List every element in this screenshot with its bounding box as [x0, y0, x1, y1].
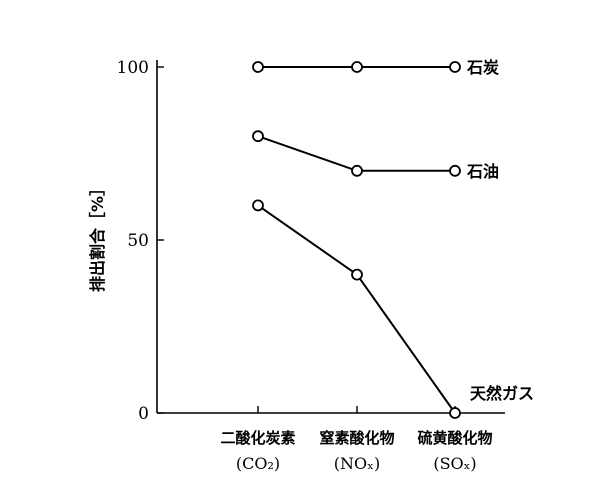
data-point-s0-1: [351, 61, 363, 73]
x-tick-formula-0: (CO₂): [236, 454, 280, 473]
data-point-s0-2: [449, 61, 461, 73]
series-label-1: 石油: [466, 162, 499, 181]
x-tick-formula-2: (SOₓ): [433, 454, 476, 473]
y-axis-label: 排出割合［%］: [88, 180, 107, 292]
data-point-s2-2: [449, 407, 461, 419]
x-tick-label-0: 二酸化炭素: [220, 429, 295, 447]
series-line-2: [257, 204, 456, 414]
data-point-s2-0: [252, 199, 264, 212]
x-tick-formula-1: (NOₓ): [334, 454, 380, 473]
y-ticks: 0 50 100: [117, 58, 164, 424]
x-ticks: 二酸化炭素 (CO₂) 窒素酸化物 (NOₓ) 硫黄酸化物 (SOₓ): [220, 406, 493, 473]
series-label-0: 石炭: [466, 58, 499, 77]
data-point-s1-1: [351, 164, 363, 177]
y-tick-label-0: 0: [138, 404, 149, 424]
y-tick-label-1: 50: [127, 231, 149, 251]
series-label-2: 天然ガス: [470, 384, 534, 403]
data-point-s2-1: [351, 268, 363, 281]
data-point-s1-0: [252, 130, 264, 143]
series-lines: [257, 66, 456, 414]
x-tick-label-1: 窒素酸化物: [319, 429, 394, 447]
data-point-s1-2: [449, 164, 461, 177]
axes: [156, 60, 505, 414]
series-points: [252, 61, 461, 419]
data-point-s0-0: [252, 61, 264, 73]
x-tick-label-2: 硫黄酸化物: [417, 429, 492, 447]
y-tick-label-2: 100: [117, 58, 149, 78]
